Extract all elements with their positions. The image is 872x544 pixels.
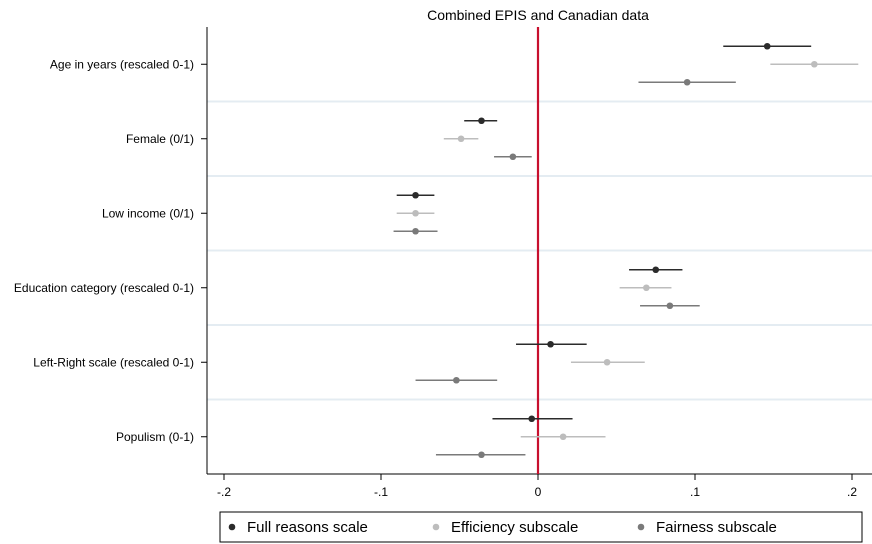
x-tick-label: 0 (535, 485, 542, 499)
legend-entry: Full reasons scale (247, 519, 368, 536)
point-estimate (457, 135, 465, 143)
axes (201, 27, 872, 480)
category-separators (207, 100, 872, 401)
category-label: Left-Right scale (rescaled 0-1) (33, 355, 194, 369)
legend: Full reasons scale Efficiency subscale Fai… (219, 511, 863, 543)
x-tick-labels: -.2 -.1 0 .1 .2 (217, 485, 857, 499)
point-estimate (412, 227, 419, 235)
legend-entry: Efficiency subscale (451, 519, 578, 536)
point-estimate (528, 415, 536, 423)
point-estimate (412, 191, 419, 199)
category-labels: Age in years (rescaled 0-1) Female (0/1) L… (14, 57, 194, 444)
x-tick-label: .2 (847, 485, 857, 499)
series-2 (396, 60, 859, 441)
category-label: Age in years (rescaled 0-1) (50, 57, 194, 71)
point-estimate (509, 153, 517, 161)
category-label: Populism (0-1) (116, 430, 194, 444)
series-3 (393, 78, 736, 459)
x-tick-label: -.1 (374, 485, 388, 499)
point-estimate (666, 302, 674, 310)
x-tick-label: -.2 (217, 485, 231, 499)
point-estimate (478, 451, 485, 459)
point-estimate (603, 358, 611, 366)
x-tick-label: .1 (690, 485, 700, 499)
category-label: Female (0/1) (126, 132, 194, 146)
category-label: Low income (0/1) (102, 206, 194, 220)
series-marks (393, 27, 859, 474)
legend-box (219, 511, 863, 543)
point-estimate (559, 433, 567, 441)
series-1 (396, 42, 812, 423)
point-estimate (643, 284, 650, 292)
legend-entry: Fairness subscale (656, 519, 777, 536)
category-label: Education category (rescaled 0-1) (14, 281, 194, 295)
legend-marker (637, 523, 645, 531)
point-estimate (412, 209, 419, 217)
legend-marker (228, 523, 236, 531)
point-estimate (763, 42, 771, 50)
point-estimate (453, 376, 460, 384)
chart-title: Combined EPIS and Canadian data (427, 7, 649, 23)
point-estimate (547, 340, 554, 348)
point-estimate (811, 60, 818, 68)
point-estimate (683, 78, 691, 86)
legend-marker (432, 523, 440, 531)
point-estimate (652, 266, 660, 274)
point-estimate (478, 117, 485, 125)
